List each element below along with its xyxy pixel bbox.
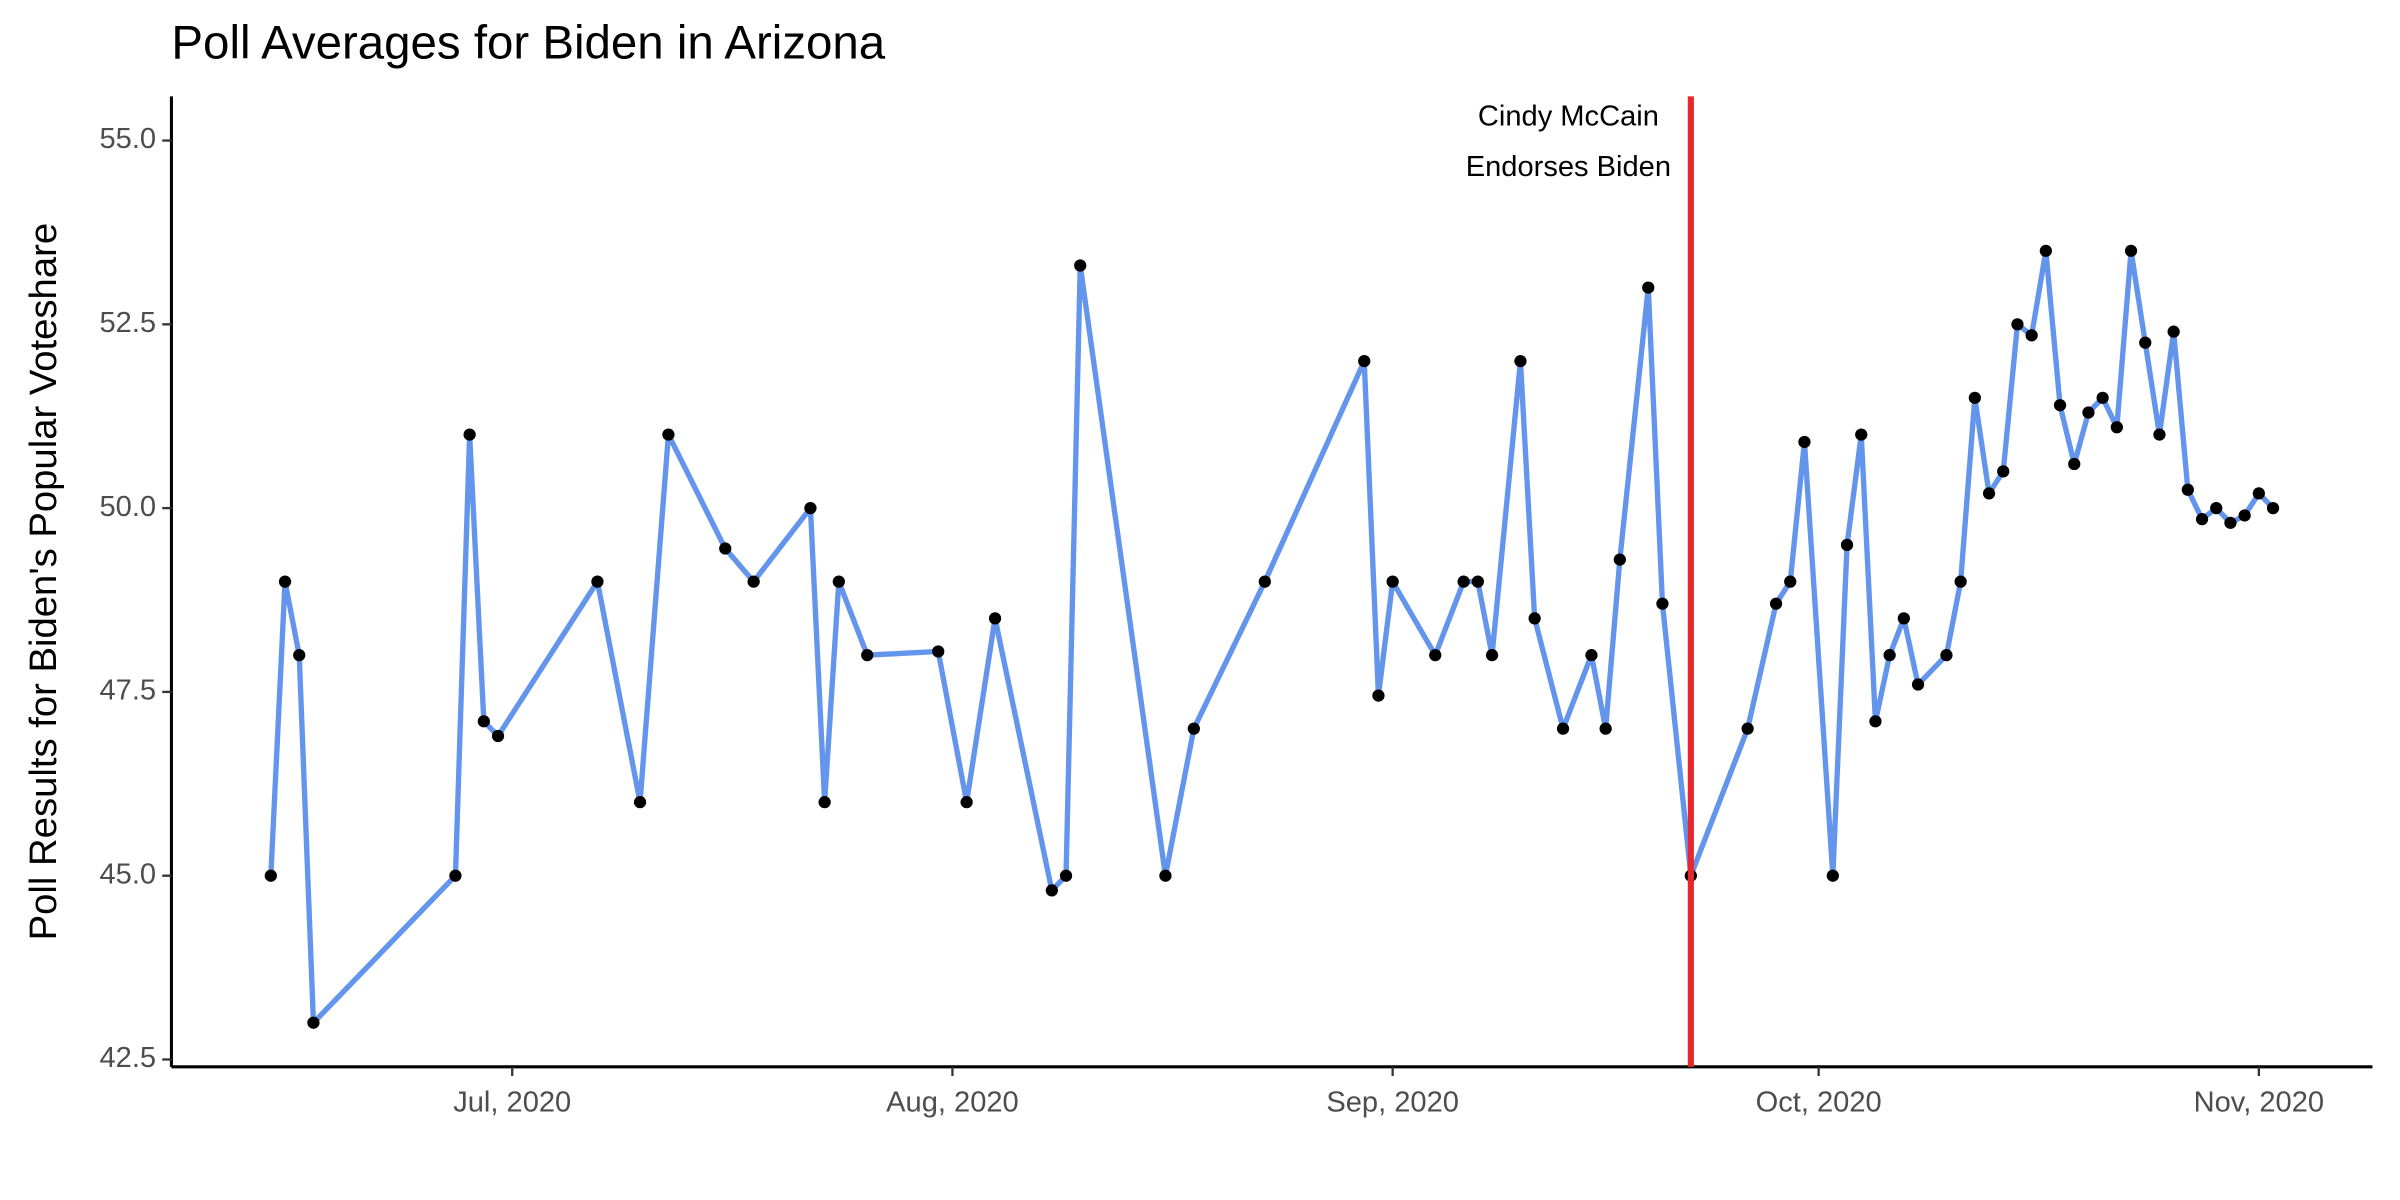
event-label: Endorses Biden — [1466, 151, 1671, 183]
x-tick-label: Jul, 2020 — [453, 1086, 571, 1118]
point — [1556, 722, 1570, 735]
point — [1386, 575, 1399, 588]
x-tick-label: Sep, 2020 — [1326, 1086, 1459, 1118]
y-axis-label: Poll Results for Biden's Popular Votesha… — [22, 223, 65, 940]
point — [747, 575, 760, 588]
point — [2224, 516, 2237, 529]
point — [2238, 509, 2251, 522]
point — [2124, 244, 2138, 257]
point — [1599, 722, 1612, 735]
point — [1997, 465, 2010, 478]
point — [1429, 649, 1442, 662]
point — [719, 542, 732, 555]
point — [477, 715, 490, 728]
point — [2167, 325, 2180, 338]
point — [1656, 597, 1669, 610]
point — [2011, 318, 2024, 331]
point — [1187, 722, 1200, 735]
point — [2210, 501, 2223, 515]
point — [1826, 869, 1839, 882]
point — [804, 501, 817, 515]
point — [2053, 399, 2067, 412]
point — [1982, 487, 1996, 500]
point — [1911, 678, 1925, 691]
point — [293, 649, 306, 662]
point — [2266, 501, 2280, 515]
point — [1954, 575, 1967, 588]
point — [278, 575, 292, 588]
point — [1769, 597, 1783, 610]
point — [1485, 649, 1499, 662]
y-tick-label: 52.5 — [100, 307, 157, 339]
point — [932, 645, 945, 658]
y-tick-label: 55.0 — [100, 123, 157, 155]
point — [1741, 722, 1754, 735]
point — [2068, 457, 2081, 471]
y-tick-label: 47.5 — [100, 675, 157, 707]
point — [1528, 612, 1541, 625]
point — [2252, 487, 2265, 500]
point — [861, 649, 874, 662]
point — [1585, 649, 1598, 662]
point — [960, 796, 973, 809]
y-tick-label: 45.0 — [100, 858, 157, 890]
point — [491, 729, 505, 743]
point — [1471, 575, 1484, 588]
point — [591, 575, 604, 588]
point — [818, 796, 831, 809]
point — [1798, 435, 1811, 449]
x-tick-label: Nov, 2020 — [2194, 1086, 2324, 1118]
point — [2096, 391, 2109, 404]
point — [1869, 715, 1882, 728]
point — [832, 575, 845, 588]
point — [1258, 575, 1271, 588]
point — [1514, 354, 1527, 368]
chart-title: Poll Averages for Biden in Arizona — [171, 16, 885, 69]
point — [1159, 869, 1172, 882]
point — [1642, 281, 1655, 294]
point — [1045, 884, 1058, 897]
x-tick-label: Aug, 2020 — [886, 1086, 1019, 1118]
point — [2139, 336, 2152, 349]
point — [1883, 649, 1896, 662]
point — [2181, 483, 2194, 496]
point — [1897, 612, 1910, 625]
point — [2195, 513, 2209, 526]
point — [633, 796, 647, 809]
point — [264, 869, 277, 882]
point — [1940, 649, 1953, 662]
point — [2082, 406, 2095, 419]
line — [268, 248, 2275, 1026]
event-label: Cindy McCain — [1478, 101, 1659, 133]
point — [662, 428, 675, 441]
y-tick-label: 50.0 — [100, 491, 157, 523]
point — [1457, 575, 1470, 588]
point — [449, 869, 462, 882]
point — [1074, 259, 1087, 272]
point — [2153, 428, 2166, 441]
point — [1613, 553, 1626, 566]
point — [2025, 329, 2038, 342]
point — [1372, 689, 1385, 702]
point — [2110, 421, 2123, 434]
point — [1784, 575, 1797, 588]
point — [1059, 869, 1073, 882]
point — [463, 428, 476, 441]
point — [1358, 354, 1371, 368]
x-tick-label: Oct, 2020 — [1756, 1086, 1882, 1118]
point — [1855, 428, 1868, 441]
point — [1840, 538, 1854, 551]
point — [1968, 391, 1981, 404]
point — [988, 612, 1002, 625]
y-tick-label: 42.5 — [100, 1042, 157, 1074]
point — [307, 1016, 320, 1029]
point — [2039, 244, 2052, 257]
